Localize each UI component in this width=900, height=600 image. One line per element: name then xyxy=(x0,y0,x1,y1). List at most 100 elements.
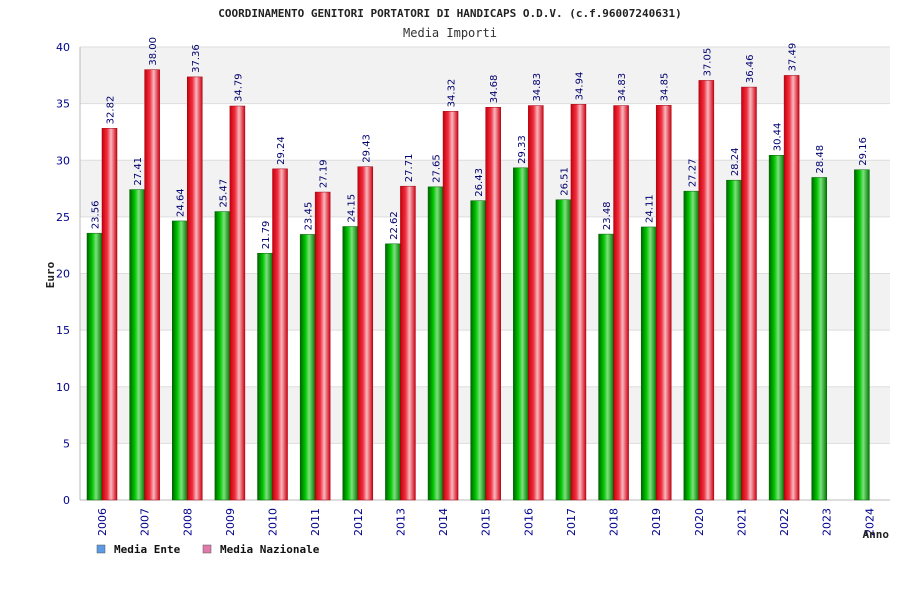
bar-media-nazionale xyxy=(187,76,203,501)
bar-media-nazionale xyxy=(655,105,672,501)
x-tick-label: 2013 xyxy=(394,508,407,536)
x-tick-label: 2015 xyxy=(480,508,493,536)
y-tick-label: 35 xyxy=(56,98,70,111)
bar-media-nazionale xyxy=(698,80,715,501)
x-tick-label: 2012 xyxy=(352,508,365,536)
data-labels-group: 23.56 32.82 27.41 38.00 24.64 37.36 25.47 34.79… xyxy=(91,37,869,249)
data-label-media-ente: 28.48 xyxy=(815,145,826,174)
bar-media-nazionale xyxy=(101,128,118,501)
y-tick-label: 10 xyxy=(56,381,70,394)
data-label-media-ente: 27.65 xyxy=(432,154,443,183)
bar-media-ente xyxy=(811,177,827,501)
y-tick-label: 0 xyxy=(63,494,70,507)
y-axis-label: Euro xyxy=(44,261,57,288)
x-tick-label: 2007 xyxy=(139,508,152,536)
data-label-media-nazionale: 34.83 xyxy=(532,73,543,102)
data-label-media-nazionale: 29.24 xyxy=(276,136,287,165)
data-label-media-ente: 26.51 xyxy=(559,167,570,196)
y-tick-label: 15 xyxy=(56,324,70,337)
bar-media-ente xyxy=(257,252,273,501)
x-tick-label: 2018 xyxy=(608,508,621,536)
y-tick-label: 30 xyxy=(56,154,70,167)
bar-media-ente xyxy=(299,234,316,501)
x-axis-ticks: 2006 2007 2008 2009 2010 2011 2012 2013 2014 2015… xyxy=(96,508,876,536)
data-label-media-ente: 23.56 xyxy=(91,201,102,230)
bar-media-ente xyxy=(385,243,401,501)
data-label-media-nazionale: 34.94 xyxy=(574,72,585,101)
y-tick-label: 40 xyxy=(56,41,70,54)
legend-label-media-nazionale: Media Nazionale xyxy=(220,543,320,556)
bar-media-nazionale xyxy=(442,111,459,501)
data-label-media-nazionale: 27.71 xyxy=(404,154,415,183)
bar-media-ente xyxy=(683,190,700,501)
x-tick-label: 2017 xyxy=(565,508,578,536)
data-label-media-ente: 24.15 xyxy=(346,194,357,223)
legend: Media Ente Media Nazionale xyxy=(96,543,320,556)
bar-media-nazionale xyxy=(613,105,629,501)
x-tick-label: 2009 xyxy=(224,508,237,536)
chart-subtitle: Media Importi xyxy=(403,26,497,40)
data-label-media-nazionale: 27.19 xyxy=(319,159,330,188)
bar-media-ente xyxy=(555,199,572,501)
bar-media-ente xyxy=(470,200,486,501)
bar-media-ente xyxy=(768,155,785,501)
legend-swatch-media-ente xyxy=(96,544,106,554)
bar-media-ente xyxy=(427,186,444,501)
x-tick-label: 2014 xyxy=(437,508,450,536)
x-tick-label: 2019 xyxy=(650,508,663,536)
data-label-media-ente: 25.47 xyxy=(218,179,229,208)
data-label-media-ente: 24.64 xyxy=(176,188,187,217)
data-label-media-nazionale: 37.05 xyxy=(702,48,713,77)
data-label-media-nazionale: 34.68 xyxy=(489,75,500,104)
x-tick-label: 2008 xyxy=(181,508,194,536)
data-label-media-ente: 27.27 xyxy=(687,159,698,188)
x-tick-label: 2020 xyxy=(693,508,706,536)
bar-media-ente xyxy=(726,179,742,501)
data-label-media-ente: 27.41 xyxy=(133,157,144,186)
x-tick-label: 2022 xyxy=(778,508,791,536)
data-label-media-nazionale: 34.85 xyxy=(660,73,671,102)
data-label-media-ente: 23.48 xyxy=(602,201,613,230)
data-label-media-ente: 28.24 xyxy=(730,148,741,177)
bar-media-nazionale xyxy=(357,166,374,501)
data-label-media-ente: 30.44 xyxy=(773,123,784,152)
y-tick-label: 25 xyxy=(56,211,70,224)
x-axis-label: Anno xyxy=(863,528,890,541)
bar-media-nazionale xyxy=(144,69,160,501)
x-tick-label: 2010 xyxy=(267,508,280,536)
data-label-media-nazionale: 37.36 xyxy=(191,44,202,73)
data-label-media-ente: 29.33 xyxy=(517,135,528,164)
legend-swatch-media-nazionale xyxy=(202,544,212,554)
data-label-media-nazionale: 32.82 xyxy=(106,96,117,125)
bar-media-ente xyxy=(214,211,231,501)
bar-media-nazionale xyxy=(741,86,757,501)
bar-media-nazionale xyxy=(570,104,587,501)
x-tick-label: 2016 xyxy=(522,508,535,536)
x-tick-label: 2021 xyxy=(735,508,748,536)
data-label-media-nazionale: 38.00 xyxy=(148,37,159,66)
bar-media-ente xyxy=(342,226,359,501)
data-label-media-nazionale: 36.46 xyxy=(745,54,756,83)
data-label-media-nazionale: 34.79 xyxy=(233,73,244,102)
data-label-media-ente: 24.11 xyxy=(645,194,656,223)
bar-media-nazionale xyxy=(528,105,544,501)
data-label-media-nazionale: 29.43 xyxy=(361,134,372,163)
bar-media-nazionale xyxy=(272,168,288,501)
bars-group xyxy=(86,69,870,501)
x-tick-label: 2011 xyxy=(309,508,322,536)
data-label-media-ente: 29.16 xyxy=(858,137,869,166)
y-tick-label: 5 xyxy=(63,437,70,450)
data-label-media-nazionale: 34.83 xyxy=(617,73,628,102)
bar-media-nazionale xyxy=(783,75,800,501)
data-label-media-ente: 22.62 xyxy=(389,211,400,240)
bar-media-ente xyxy=(854,169,870,501)
x-tick-label: 2006 xyxy=(96,508,109,536)
bar-media-ente xyxy=(640,226,657,501)
legend-label-media-ente: Media Ente xyxy=(114,543,181,556)
data-label-media-ente: 23.45 xyxy=(304,202,315,231)
x-tick-label: 2023 xyxy=(821,508,834,536)
y-axis-ticks: 0 5 10 15 20 25 30 35 40 xyxy=(56,41,70,507)
bar-media-nazionale xyxy=(229,105,246,501)
bar-media-ente xyxy=(86,232,103,501)
chart-title: COORDINAMENTO GENITORI PORTATORI DI HAND… xyxy=(218,7,682,20)
